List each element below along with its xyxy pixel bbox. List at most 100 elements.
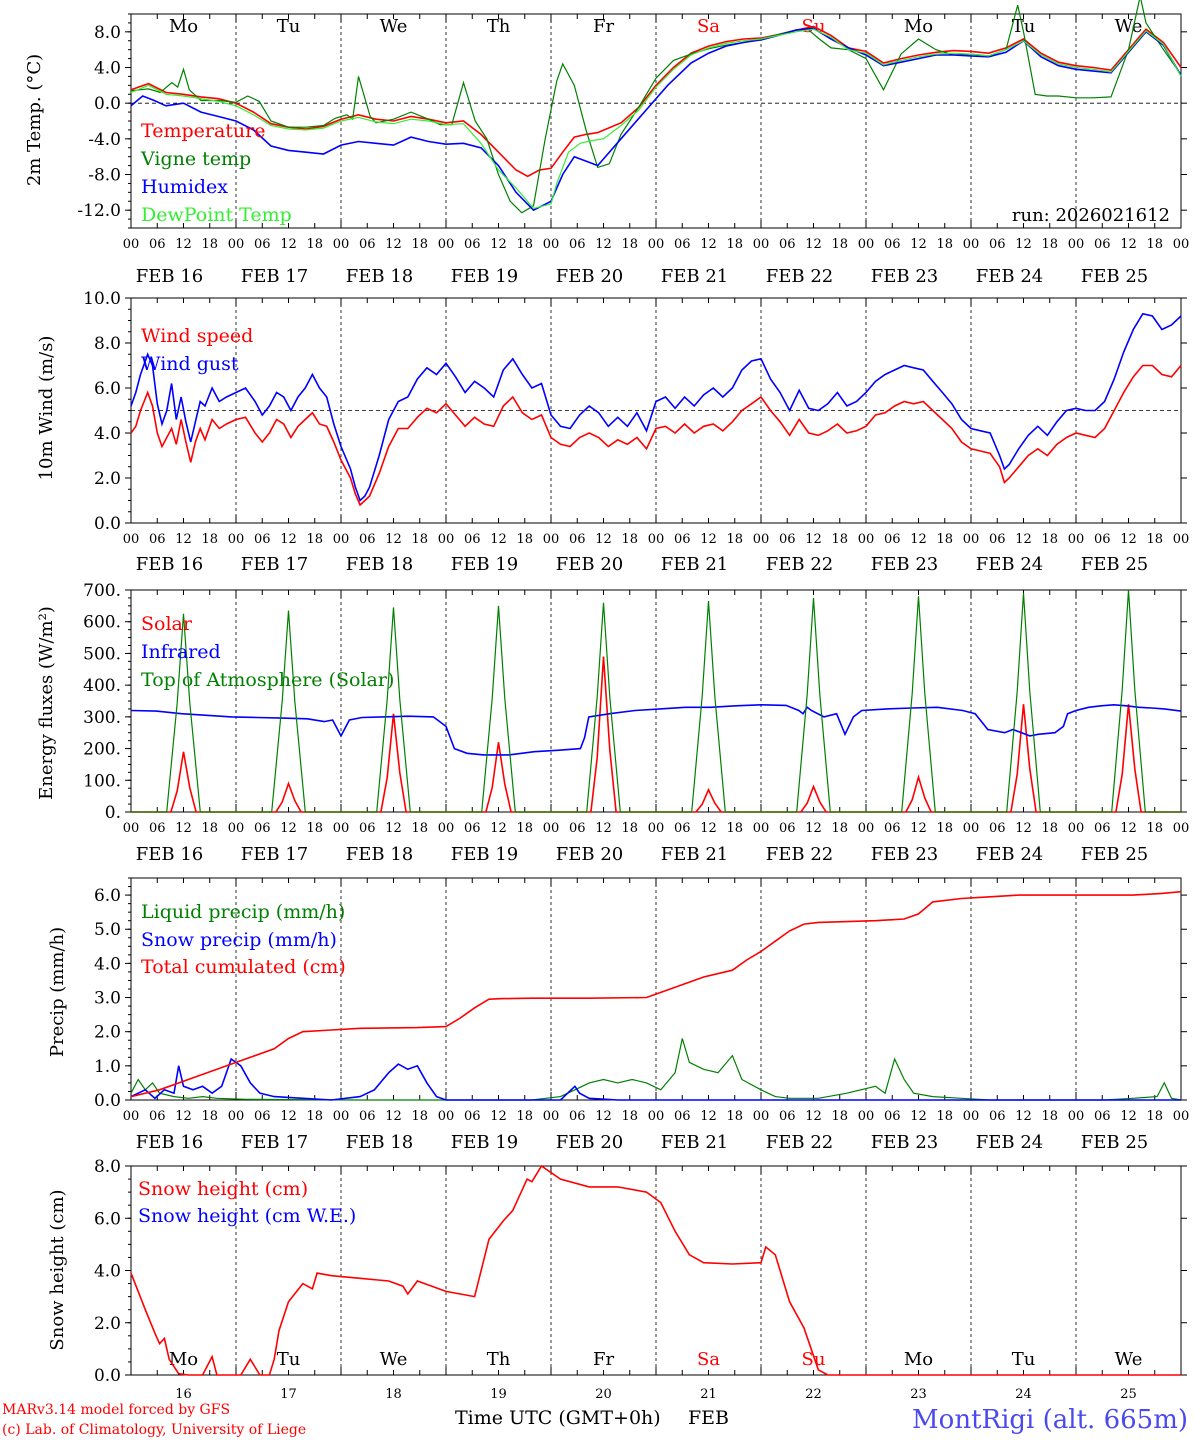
y-tick-label: -8.0 <box>88 166 121 186</box>
x-hour-label: 12 <box>595 821 612 836</box>
x-hour-label: 06 <box>464 821 481 836</box>
y-tick-label: 8.0 <box>94 334 121 354</box>
series-line-snow-height-cm- <box>130 1164 1181 1376</box>
date-label: FEB 25 <box>1081 844 1148 865</box>
weekday-label: Su <box>802 1349 826 1370</box>
y-tick-label: 5.0 <box>94 920 121 940</box>
y-tick-label: 0.0 <box>94 514 121 534</box>
x-hour-label: 12 <box>280 532 297 547</box>
x-hour-label: 00 <box>1173 237 1190 252</box>
weekday-label: Sa <box>697 16 720 37</box>
weekday-label: Mo <box>904 1349 933 1370</box>
y-tick-label: 500. <box>83 644 121 664</box>
x-hour-label: 06 <box>359 237 376 252</box>
x-hour-label: 00 <box>543 237 560 252</box>
y-tick-label: 8.0 <box>94 1157 121 1177</box>
x-hour-label: 18 <box>936 237 953 252</box>
y-tick-label: 700. <box>83 581 121 601</box>
x-hour-label: 12 <box>700 1109 717 1124</box>
y-tick-label: 6.0 <box>94 886 121 906</box>
day-number: 21 <box>700 1387 717 1402</box>
date-label: FEB 23 <box>871 1132 938 1153</box>
legend-entry: Top of Atmosphere (Solar) <box>141 669 394 691</box>
x-hour-label: 00 <box>123 532 140 547</box>
x-hour-label: 18 <box>831 237 848 252</box>
x-hour-label: 12 <box>700 821 717 836</box>
date-label: FEB 19 <box>451 844 518 865</box>
x-hour-label: 06 <box>254 1109 271 1124</box>
x-hour-label: 06 <box>779 532 796 547</box>
day-number: 23 <box>910 1387 927 1402</box>
x-hour-label: 06 <box>569 1109 586 1124</box>
x-hour-label: 18 <box>306 1109 323 1124</box>
x-hour-label: 18 <box>516 532 533 547</box>
y-axis-label: 2m Temp. (°C) <box>24 54 45 186</box>
date-label: FEB 19 <box>451 554 518 575</box>
panel-wind: 10.0 8.0 6.0 4.0 2.0 0.0 10m Wind (m/s) 00 06 12 1… <box>36 289 1189 575</box>
weekday-label: Mo <box>904 16 933 37</box>
x-hour-label: 12 <box>805 821 822 836</box>
date-label: FEB 18 <box>346 844 413 865</box>
x-hour-label: 18 <box>831 1109 848 1124</box>
date-label: FEB 18 <box>346 1132 413 1153</box>
x-hour-label: 12 <box>490 1109 507 1124</box>
x-hour-label: 06 <box>884 1109 901 1124</box>
date-label: FEB 21 <box>661 554 728 575</box>
x-hour-label: 00 <box>963 237 980 252</box>
weekday-label: We <box>1115 1349 1143 1370</box>
x-hour-label: 12 <box>805 237 822 252</box>
weekday-label: Th <box>487 16 511 37</box>
x-hour-label: 18 <box>516 821 533 836</box>
x-hour-label: 06 <box>1094 1109 1111 1124</box>
x-hour-label: 00 <box>228 237 245 252</box>
date-label: FEB 17 <box>241 1132 308 1153</box>
date-label: FEB 16 <box>136 844 203 865</box>
panel-temp: 8.0 4.0 0.0 -4.0 -8.0 -12.0 2m Temp. (°C) 00 06 1… <box>24 0 1189 287</box>
y-tick-label: 2.0 <box>94 1314 121 1334</box>
x-hour-label: 12 <box>595 237 612 252</box>
x-hour-label: 00 <box>1173 1109 1190 1124</box>
x-hour-label: 00 <box>1173 532 1190 547</box>
x-hour-label: 12 <box>1015 532 1032 547</box>
legend-entry: Humidex <box>141 176 228 198</box>
x-hour-label: 00 <box>438 237 455 252</box>
x-hour-label: 06 <box>1094 237 1111 252</box>
x-hour-label: 12 <box>385 821 402 836</box>
y-tick-label: 300. <box>83 708 121 728</box>
x-hour-label: 06 <box>464 237 481 252</box>
station-title: MontRigi (alt. 665m) <box>912 1405 1188 1435</box>
legend-entry: Vigne temp <box>140 148 251 170</box>
date-label: FEB 16 <box>136 266 203 287</box>
x-hour-label: 00 <box>333 532 350 547</box>
x-hour-label: 18 <box>306 532 323 547</box>
x-hour-label: 06 <box>779 237 796 252</box>
x-hour-label: 00 <box>228 1109 245 1124</box>
x-hour-label: 06 <box>254 821 271 836</box>
y-tick-label: 100. <box>83 771 121 791</box>
date-label: FEB 19 <box>451 1132 518 1153</box>
day-number: 20 <box>595 1387 612 1402</box>
y-tick-label: 10.0 <box>83 289 121 309</box>
date-label: FEB 25 <box>1081 1132 1148 1153</box>
x-hour-label: 00 <box>1068 532 1085 547</box>
legend-entry: Snow precip (mm/h) <box>141 929 337 951</box>
series-line-vigne-temp <box>130 0 1182 214</box>
x-hour-label: 18 <box>201 1109 218 1124</box>
x-hour-label: 00 <box>648 821 665 836</box>
date-label: FEB 17 <box>241 554 308 575</box>
weekday-label: Th <box>487 1349 511 1370</box>
x-hour-label: 18 <box>201 237 218 252</box>
x-hour-label: 12 <box>910 1109 927 1124</box>
x-hour-label: 18 <box>1146 1109 1163 1124</box>
x-hour-label: 00 <box>228 821 245 836</box>
x-hour-label: 18 <box>621 532 638 547</box>
x-hour-label: 06 <box>149 821 166 836</box>
y-tick-label: 0.0 <box>94 94 121 114</box>
x-hour-label: 12 <box>490 532 507 547</box>
x-hour-label: 00 <box>648 237 665 252</box>
x-hour-label: 06 <box>674 821 691 836</box>
weekday-label: Tu <box>1012 16 1036 37</box>
weekday-label: Tu <box>277 16 301 37</box>
series-line-humidex <box>130 27 1182 212</box>
y-tick-label: 4.0 <box>94 59 121 79</box>
